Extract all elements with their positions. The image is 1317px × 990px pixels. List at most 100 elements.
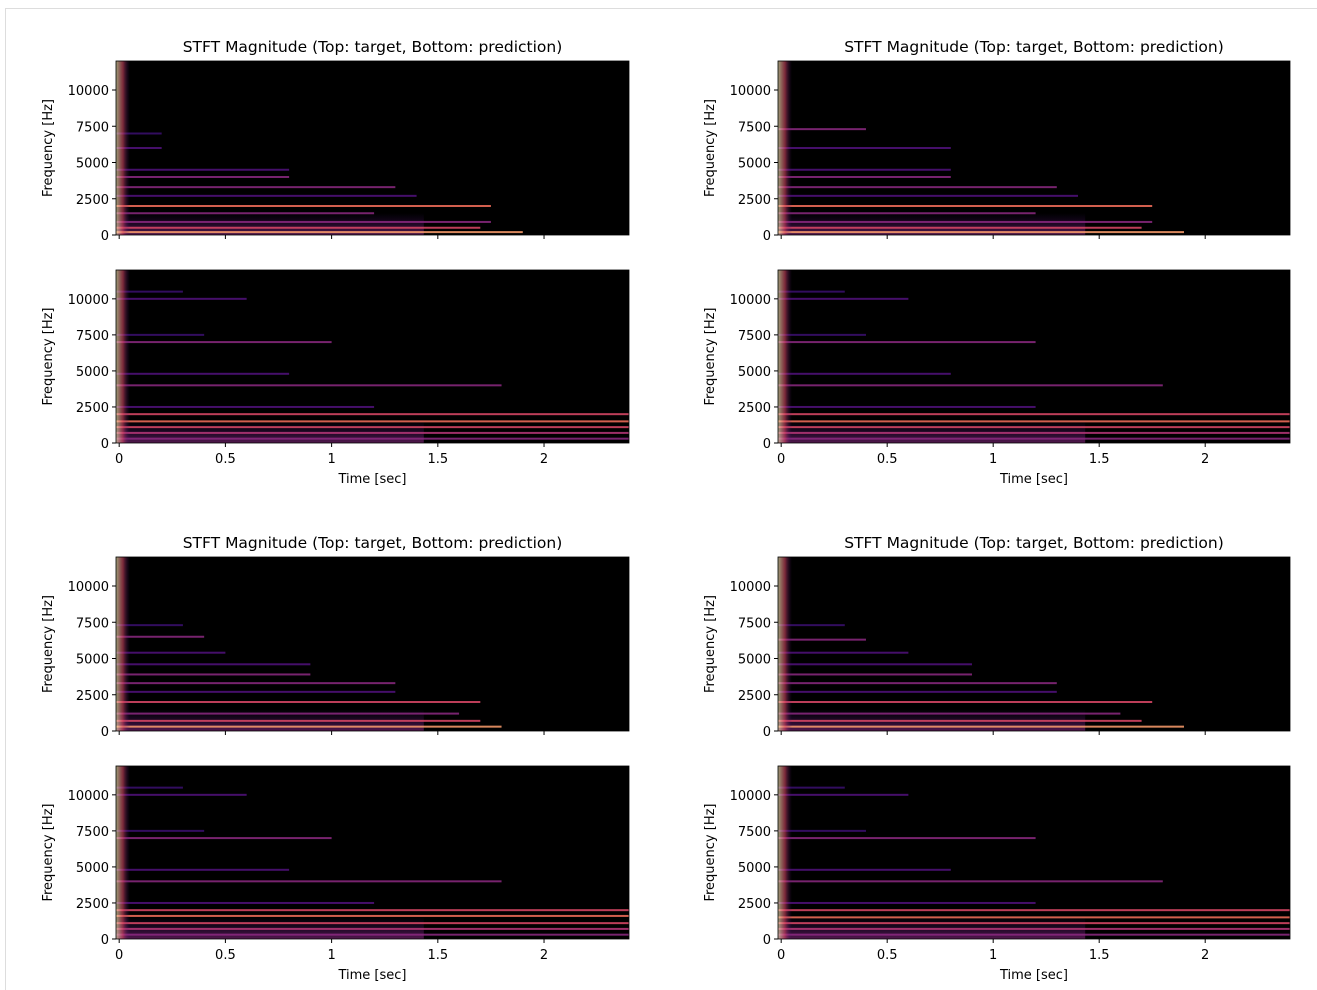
y-axis-label: Frequency [Hz] — [41, 307, 56, 405]
x-tick-label: 2 — [540, 948, 548, 963]
onset — [116, 766, 130, 939]
harmonic — [778, 128, 866, 131]
harmonic — [116, 297, 247, 300]
y-tick-label: 5000 — [738, 861, 771, 876]
harmonic — [116, 186, 396, 189]
x-tick-label: 0 — [115, 948, 123, 963]
harmonic — [116, 147, 162, 149]
plot-area — [778, 270, 1290, 443]
harmonic — [116, 226, 481, 229]
harmonic — [778, 624, 845, 627]
y-tick-label: 2500 — [76, 401, 109, 416]
onset — [116, 557, 130, 731]
harmonic — [778, 880, 1163, 883]
y-axis-label: Frequency [Hz] — [41, 595, 56, 693]
harmonic — [778, 372, 951, 375]
x-tick-label: 2 — [1201, 948, 1209, 963]
onset — [116, 61, 130, 235]
harmonic — [778, 186, 1057, 189]
harmonic — [116, 880, 502, 883]
x-tick-label: 1 — [327, 948, 335, 963]
y-tick-label: 5000 — [76, 365, 109, 380]
harmonic — [116, 837, 332, 840]
harmonic — [778, 413, 1290, 416]
y-tick-label: 0 — [101, 725, 109, 740]
spectrogram-image — [116, 61, 523, 235]
harmonic — [778, 147, 951, 149]
harmonic — [116, 719, 481, 722]
harmonic — [116, 372, 290, 375]
harmonic — [116, 635, 205, 638]
harmonic — [116, 384, 502, 387]
y-tick-label: 7500 — [76, 329, 109, 344]
x-tick-label: 2 — [1201, 452, 1209, 467]
harmonic — [778, 837, 1036, 840]
y-tick-label: 7500 — [738, 120, 771, 135]
x-tick-label: 0.5 — [215, 948, 236, 963]
harmonic — [778, 690, 1057, 693]
harmonic — [116, 927, 629, 930]
x-tick-label: 0.5 — [877, 452, 898, 467]
harmonic — [116, 333, 205, 336]
x-tick-label: 1.5 — [1089, 452, 1110, 467]
harmonic — [116, 205, 491, 207]
harmonic — [778, 226, 1142, 229]
harmonic — [778, 901, 1036, 904]
harmonic — [778, 712, 1121, 715]
chart-title: STFT Magnitude (Top: target, Bottom: pre… — [844, 38, 1224, 56]
y-axis-label: Frequency [Hz] — [703, 803, 718, 901]
harmonic — [116, 290, 183, 293]
harmonic — [778, 384, 1163, 387]
plot-frame — [777, 765, 1291, 940]
y-axis-label: Frequency [Hz] — [703, 307, 718, 405]
harmonic — [778, 916, 1290, 919]
plot-frame — [777, 556, 1291, 732]
chart-title: STFT Magnitude (Top: target, Bottom: pre… — [183, 534, 563, 552]
harmonic — [116, 420, 629, 423]
plot-area — [778, 557, 1290, 731]
spectrogram-image — [778, 270, 1290, 443]
spectrogram-image — [116, 270, 629, 443]
harmonic — [778, 212, 1036, 215]
harmonic — [778, 194, 1078, 197]
harmonic — [116, 690, 396, 693]
y-tick-label: 7500 — [738, 329, 771, 344]
onset — [778, 557, 792, 731]
chart-title: STFT Magnitude (Top: target, Bottom: pre… — [183, 38, 563, 56]
y-tick-label: 2500 — [738, 689, 771, 704]
chart-title: STFT Magnitude (Top: target, Bottom: pre… — [844, 534, 1224, 552]
harmonic — [116, 132, 162, 135]
harmonic — [778, 922, 1290, 925]
harmonic — [778, 701, 1153, 703]
harmonic — [116, 914, 629, 917]
y-tick-label: 5000 — [76, 157, 109, 172]
harmonic — [116, 922, 629, 925]
plot-area — [116, 766, 629, 939]
plot-frame — [777, 60, 1291, 236]
harmonic — [116, 673, 311, 676]
spectrogram-image — [116, 557, 502, 731]
plot-area — [116, 270, 629, 443]
y-tick-label: 5000 — [738, 653, 771, 668]
x-tick-label: 1 — [327, 452, 335, 467]
x-tick-label: 1.5 — [427, 948, 448, 963]
y-axis-label: Frequency [Hz] — [41, 803, 56, 901]
y-tick-label: 2500 — [76, 193, 109, 208]
y-tick-label: 7500 — [76, 120, 109, 135]
x-tick-label: 0.5 — [877, 948, 898, 963]
harmonic — [116, 220, 491, 223]
y-tick-label: 2500 — [738, 401, 771, 416]
y-tick-label: 7500 — [738, 825, 771, 840]
x-tick-label: 1 — [989, 948, 997, 963]
y-tick-label: 10000 — [730, 293, 771, 308]
onset — [778, 766, 792, 939]
y-tick-label: 10000 — [68, 580, 109, 595]
y-tick-label: 10000 — [730, 789, 771, 804]
x-axis-label: Time [sec] — [337, 968, 406, 983]
harmonic — [778, 725, 1184, 728]
y-tick-label: 2500 — [76, 897, 109, 912]
harmonic — [116, 933, 629, 936]
x-tick-label: 1.5 — [427, 452, 448, 467]
x-tick-label: 0.5 — [215, 452, 236, 467]
y-tick-label: 5000 — [76, 861, 109, 876]
